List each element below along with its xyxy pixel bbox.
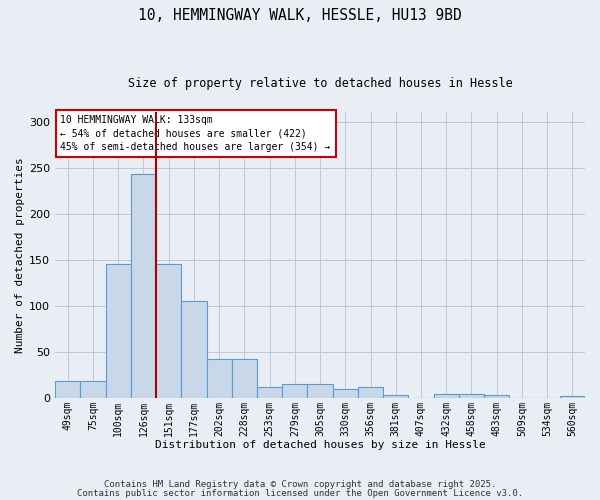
Bar [106, 264, 131, 398]
Bar [383, 395, 409, 398]
Title: Size of property relative to detached houses in Hessle: Size of property relative to detached ho… [128, 78, 512, 90]
Bar [282, 384, 307, 398]
Bar [332, 388, 358, 398]
Text: 10 HEMMINGWAY WALK: 133sqm
← 54% of detached houses are smaller (422)
45% of sem: 10 HEMMINGWAY WALK: 133sqm ← 54% of deta… [61, 116, 331, 152]
Bar [434, 394, 459, 398]
X-axis label: Distribution of detached houses by size in Hessle: Distribution of detached houses by size … [155, 440, 485, 450]
Bar [257, 387, 282, 398]
Text: Contains HM Land Registry data © Crown copyright and database right 2025.: Contains HM Land Registry data © Crown c… [104, 480, 496, 489]
Text: Contains public sector information licensed under the Open Government Licence v3: Contains public sector information licen… [77, 490, 523, 498]
Bar [307, 384, 332, 398]
Bar [80, 381, 106, 398]
Bar [131, 174, 156, 398]
Bar [232, 359, 257, 398]
Bar [181, 301, 206, 398]
Text: 10, HEMMINGWAY WALK, HESSLE, HU13 9BD: 10, HEMMINGWAY WALK, HESSLE, HU13 9BD [138, 8, 462, 22]
Y-axis label: Number of detached properties: Number of detached properties [15, 158, 25, 353]
Bar [206, 359, 232, 398]
Bar [156, 264, 181, 398]
Bar [560, 396, 585, 398]
Bar [358, 387, 383, 398]
Bar [55, 381, 80, 398]
Bar [484, 395, 509, 398]
Bar [459, 394, 484, 398]
